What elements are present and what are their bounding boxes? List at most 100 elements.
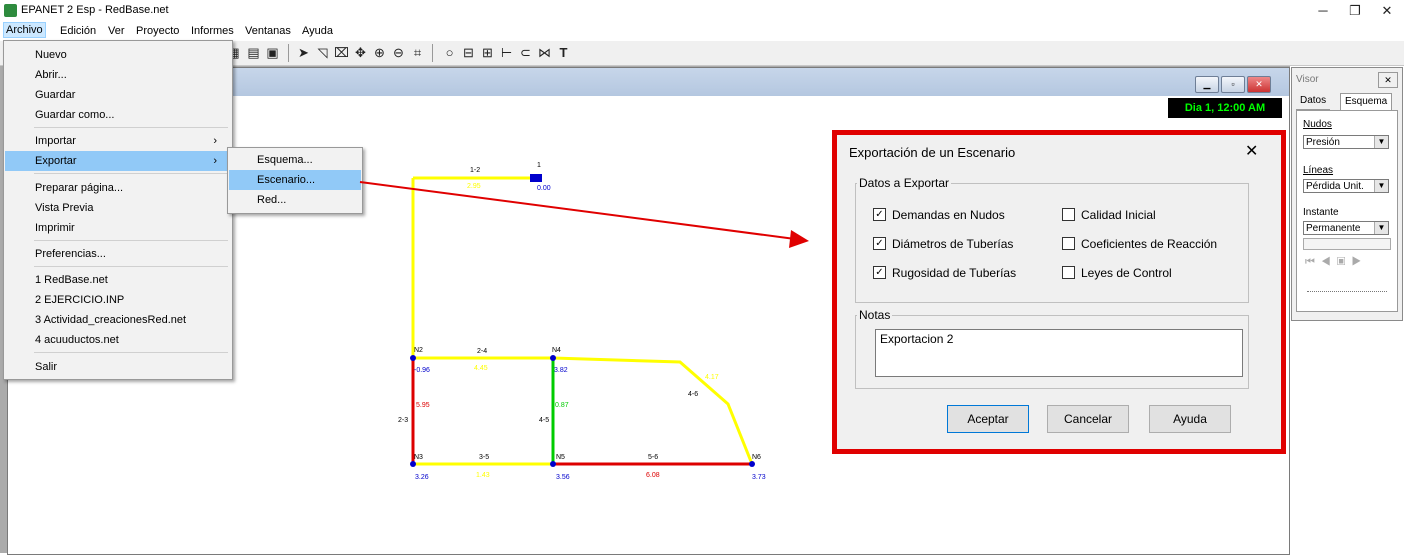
- select-pointer-icon[interactable]: ➤: [298, 45, 309, 60]
- zoom-in-icon[interactable]: ⊕: [374, 45, 385, 60]
- pipe-value: 6.08: [646, 472, 660, 479]
- full-extent-icon[interactable]: ⌗: [413, 45, 422, 60]
- menu-item-imprimir[interactable]: Imprimir: [35, 222, 75, 234]
- visor-close-icon[interactable]: ✕: [1378, 72, 1398, 88]
- checkbox-check-icon: ✓: [873, 266, 886, 279]
- time-scrollbar[interactable]: [1303, 238, 1391, 250]
- map-minimize-button[interactable]: ▁: [1195, 76, 1219, 93]
- title-bar: EPANET 2 Esp - RedBase.net ─ ❐ ✕: [0, 0, 1404, 22]
- toolbar: ▦ ▤ ▣ ➤ ◹ ⌧ ✥ ⊕ ⊖ ⌗ ○ ⊟ ⊞ ⊢ ⊂ ⋈ T: [0, 41, 1404, 66]
- menu-item-abrir[interactable]: Abrir...: [35, 69, 67, 81]
- menu-item-nuevo[interactable]: Nuevo: [35, 49, 67, 61]
- submenu-item-escenario[interactable]: Escenario...: [229, 170, 361, 190]
- node-n2[interactable]: [410, 355, 416, 361]
- notes-group-title: Notas: [857, 308, 893, 322]
- add-reservoir-icon[interactable]: ⊟: [463, 45, 474, 60]
- select-region-icon[interactable]: ⌧: [334, 45, 349, 60]
- network-map[interactable]: 1-2 2-4 2-3 4-5 4-6 3-5 5-6 1 N2 N3 N4 N…: [380, 150, 780, 490]
- node-n5[interactable]: [550, 461, 556, 467]
- node-label: N4: [552, 347, 561, 354]
- cancel-button[interactable]: Cancelar: [1047, 405, 1129, 433]
- animation-controls[interactable]: ⏮◀▣▶: [1305, 256, 1368, 268]
- speed-slider[interactable]: [1307, 279, 1387, 292]
- node-label: N5: [556, 454, 565, 461]
- pipe-label: 3-5: [479, 454, 489, 461]
- tab-datos[interactable]: Datos: [1296, 93, 1331, 110]
- menu-informes[interactable]: Informes: [191, 25, 234, 37]
- pipe-label: 2-3: [398, 417, 408, 424]
- pipe-4-6[interactable]: [552, 356, 754, 465]
- reservoir-1[interactable]: [530, 174, 542, 182]
- menu-item-preparar-pagina[interactable]: Preparar página...: [35, 182, 124, 194]
- tab-esquema[interactable]: Esquema: [1340, 93, 1393, 110]
- menu-archivo[interactable]: Archivo: [3, 22, 46, 38]
- lineas-label: Líneas: [1303, 165, 1334, 176]
- chevron-down-icon: ▼: [1374, 180, 1388, 192]
- node-n6[interactable]: [749, 461, 755, 467]
- add-valve-icon[interactable]: ⋈: [538, 45, 551, 60]
- maximize-button[interactable]: ❐: [1349, 3, 1361, 18]
- zoom-out-icon[interactable]: ⊖: [393, 45, 404, 60]
- submenu-item-red[interactable]: Red...: [257, 194, 287, 206]
- pipe-label: 4-5: [539, 417, 549, 424]
- add-pipe-icon[interactable]: ⊢: [500, 45, 513, 60]
- add-junction-icon[interactable]: ○: [445, 45, 454, 60]
- pipe-label: 4-6: [688, 391, 698, 398]
- pipe-label: 1-2: [470, 167, 480, 174]
- help-button[interactable]: Ayuda: [1149, 405, 1231, 433]
- node-n3[interactable]: [410, 461, 416, 467]
- menu-item-preferencias[interactable]: Preferencias...: [35, 248, 106, 260]
- archivo-menu: Nuevo Abrir... Guardar Guardar como... I…: [3, 40, 233, 380]
- menu-proyecto[interactable]: Proyecto: [136, 25, 180, 37]
- map-restore-button[interactable]: ▫: [1221, 76, 1245, 93]
- map-close-button[interactable]: ✕: [1247, 76, 1271, 93]
- select-vertex-icon[interactable]: ◹: [317, 45, 328, 60]
- add-pump-icon[interactable]: ⊂: [520, 45, 531, 60]
- annotation-arrow: [359, 181, 809, 248]
- menu-ayuda[interactable]: Ayuda: [302, 25, 333, 37]
- lineas-select[interactable]: Pérdida Unit. ▼: [1303, 179, 1389, 193]
- grid-icon[interactable]: ▤: [247, 45, 260, 60]
- pan-icon[interactable]: ✥: [355, 45, 366, 60]
- nudos-select[interactable]: Presión ▼: [1303, 135, 1389, 149]
- menu-edicion[interactable]: Edición: [60, 25, 97, 37]
- menu-item-guardar-como[interactable]: Guardar como...: [35, 109, 115, 121]
- minimize-button[interactable]: ─: [1318, 3, 1328, 18]
- pipe-label: 2-4: [477, 348, 487, 355]
- options-icon[interactable]: ▣: [266, 45, 279, 60]
- pipe-value: 2.95: [467, 183, 481, 190]
- epanet-app-icon: [4, 4, 17, 17]
- close-button[interactable]: ✕: [1381, 3, 1393, 18]
- add-label-icon[interactable]: T: [559, 45, 568, 60]
- accept-button[interactable]: Aceptar: [947, 405, 1029, 433]
- pipe-label: 5-6: [648, 454, 658, 461]
- export-data-group-title: Datos a Exportar: [857, 176, 952, 190]
- menu-item-vista-previa[interactable]: Vista Previa: [35, 202, 94, 214]
- dialog-close-icon[interactable]: ✕: [1245, 143, 1259, 160]
- menu-item-recent-3[interactable]: 3 Actividad_creacionesRed.net: [35, 314, 187, 326]
- toolbar-separator: [432, 44, 433, 62]
- menu-item-importar[interactable]: Importar ›: [5, 131, 231, 151]
- menu-item-salir[interactable]: Salir: [35, 361, 58, 373]
- instante-select[interactable]: Permanente ▼: [1303, 221, 1389, 235]
- menu-item-exportar[interactable]: Exportar ›: [5, 151, 231, 171]
- submenu-item-esquema[interactable]: Esquema...: [257, 154, 313, 166]
- node-n4[interactable]: [550, 355, 556, 361]
- node-value: 0.00: [537, 185, 551, 192]
- notes-input[interactable]: Exportacion 2: [875, 329, 1243, 377]
- menu-separator: [34, 173, 228, 174]
- pipe-value: 4.45: [474, 365, 488, 372]
- node-label: N2: [414, 347, 423, 354]
- checkbox-check-icon: ✓: [873, 237, 886, 250]
- export-scenario-dialog: Exportación de un Escenario ✕ Datos a Ex…: [832, 130, 1286, 454]
- menu-item-recent-1[interactable]: 1 RedBase.net: [35, 274, 108, 286]
- checkbox-check-icon: [1062, 237, 1075, 250]
- node-label: 1: [537, 162, 541, 169]
- menu-ventanas[interactable]: Ventanas: [245, 25, 291, 37]
- menu-item-recent-2[interactable]: 2 EJERCICIO.INP: [35, 294, 125, 306]
- submenu-arrow-icon: ›: [213, 135, 217, 147]
- menu-ver[interactable]: Ver: [108, 25, 125, 37]
- menu-item-recent-4[interactable]: 4 acuuductos.net: [35, 334, 119, 346]
- add-tank-icon[interactable]: ⊞: [482, 45, 493, 60]
- menu-item-guardar[interactable]: Guardar: [35, 89, 76, 101]
